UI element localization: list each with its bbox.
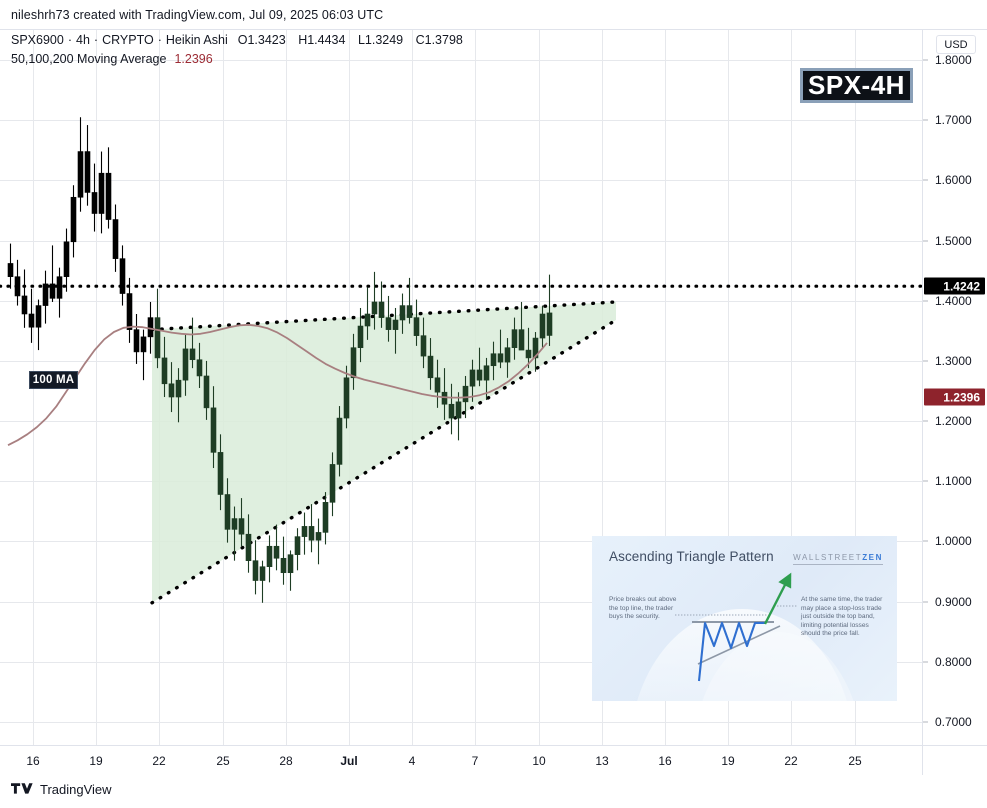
price-axis-label: 1.8000	[935, 53, 972, 68]
legend-low: L1.3249	[357, 33, 404, 47]
legend-separator: ·	[157, 33, 162, 47]
attribution-bar: nileshrh73 created with TradingView.com,…	[0, 0, 987, 29]
axis-corner	[922, 745, 987, 775]
ma-100-tag: 100 MA	[29, 371, 78, 389]
time-axis-label: 19	[89, 754, 103, 768]
price-axis-tick	[923, 119, 928, 121]
legend-indicator-row[interactable]: 50,100,200 Moving Average 1.2396	[11, 51, 472, 68]
chart-canvas	[0, 30, 922, 745]
price-axis-tick	[923, 360, 928, 362]
time-axis-label: 22	[152, 754, 166, 768]
legend-candle-type: Heikin Ashi	[165, 33, 228, 47]
price-axis-label: 1.4000	[935, 293, 972, 308]
time-axis-label: 19	[721, 754, 735, 768]
price-badge-moving-average: 1.2396	[924, 388, 985, 406]
time-axis-label: 10	[532, 754, 546, 768]
legend-high: H1.4434	[298, 33, 346, 47]
price-axis-label: 0.9000	[935, 594, 972, 609]
brand-gray: WALLSTREET	[793, 553, 863, 562]
legend-exchange: CRYPTO	[102, 33, 154, 47]
tradingview-footer: TradingView	[11, 782, 112, 797]
ascending-triangle-info-card: Ascending Triangle Pattern WALLSTREETZEN…	[592, 536, 897, 701]
price-axis-tick	[923, 540, 928, 542]
legend-indicator-name[interactable]: 50,100,200 Moving Average	[11, 51, 167, 66]
time-axis[interactable]: 16 19 22 25 28 Jul 4 7 10 13 16 19 22 25	[0, 745, 922, 775]
time-axis-label: 7	[471, 754, 479, 768]
price-axis-tick	[923, 240, 928, 242]
price-axis-tick	[923, 59, 928, 61]
time-axis-label: 13	[595, 754, 609, 768]
attribution-text: nileshrh73 created with TradingView.com,…	[11, 7, 384, 22]
price-axis-label: 1.7000	[935, 113, 972, 128]
price-axis-label: 1.0000	[935, 534, 972, 549]
price-axis-label: 0.8000	[935, 654, 972, 669]
tradingview-logo-icon	[11, 782, 33, 794]
candlestick-series	[7, 117, 553, 603]
time-axis-label: 16	[658, 754, 672, 768]
legend-symbol[interactable]: SPX6900	[11, 33, 64, 47]
wallstreetzen-logo: WALLSTREETZEN	[793, 553, 883, 565]
price-axis-tick	[923, 661, 928, 663]
info-card-title: Ascending Triangle Pattern	[609, 549, 774, 564]
legend-separator: ·	[93, 33, 99, 47]
price-axis-tick	[923, 721, 928, 723]
price-axis-tick	[923, 480, 928, 482]
currency-badge[interactable]: USD	[936, 35, 976, 54]
price-axis-label: 1.6000	[935, 173, 972, 188]
price-axis-tick	[923, 420, 928, 422]
time-axis-label: Jul	[340, 754, 358, 768]
legend-indicator-value: 1.2396	[174, 51, 213, 66]
price-axis-label: 1.5000	[935, 233, 972, 248]
chart-symbol-tag-label: SPX-4H	[808, 70, 905, 100]
time-axis-label: 25	[848, 754, 862, 768]
price-axis-tick	[923, 300, 928, 302]
legend-ohlc: O1.3423 H1.4434 L1.3249 C1.3798	[238, 32, 472, 49]
time-axis-label: 22	[784, 754, 798, 768]
price-axis-label: 1.2000	[935, 414, 972, 429]
info-card-right-text: At the same time, the trader may place a…	[801, 596, 883, 638]
legend-close: C1.3798	[415, 33, 463, 47]
grid-lines	[0, 30, 922, 745]
legend-open: O1.3423	[237, 33, 286, 47]
price-axis[interactable]: USD 1.8000 1.7000 1.6000 1.5000 1.4000 1.3000…	[922, 29, 987, 745]
ma-100-tag-label: 100 MA	[32, 374, 75, 386]
chart-symbol-tag: SPX-4H	[800, 68, 913, 103]
price-axis-label: 0.7000	[935, 714, 972, 729]
legend-separator: ·	[67, 33, 72, 47]
time-axis-label: 28	[279, 754, 293, 768]
info-card-left-text: Price breaks out above the top line, the…	[609, 596, 677, 621]
price-badge-last-price: 1.4242	[924, 277, 985, 295]
info-card-illustration	[637, 572, 854, 701]
price-axis-label: 1.3000	[935, 353, 972, 368]
time-axis-label: 25	[216, 754, 230, 768]
time-axis-label: 16	[26, 754, 40, 768]
chart-legend: SPX6900 · 4h · CRYPTO · Heikin Ashi O1.3…	[11, 32, 472, 67]
tradingview-footer-label: TradingView	[40, 782, 112, 797]
price-axis-tick	[923, 601, 928, 603]
legend-interval[interactable]: 4h	[76, 33, 90, 47]
price-axis-label: 1.1000	[935, 474, 972, 489]
chart-pane[interactable]	[0, 29, 922, 745]
price-axis-tick	[923, 179, 928, 181]
legend-symbol-row[interactable]: SPX6900 · 4h · CRYPTO · Heikin Ashi O1.3…	[11, 32, 472, 49]
brand-blue: ZEN	[862, 553, 883, 562]
time-axis-label: 4	[408, 754, 416, 768]
moving-average-line	[7, 323, 548, 447]
